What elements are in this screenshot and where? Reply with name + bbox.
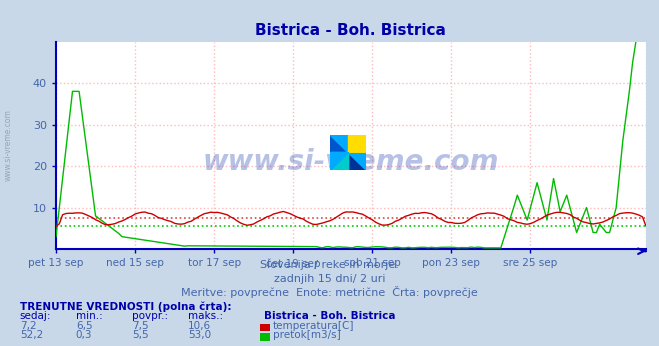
Text: 7,2: 7,2 <box>20 321 36 331</box>
Text: pretok[m3/s]: pretok[m3/s] <box>273 330 341 340</box>
Text: povpr.:: povpr.: <box>132 311 168 321</box>
Text: maks.:: maks.: <box>188 311 223 321</box>
Text: Slovenija / reke in morje.: Slovenija / reke in morje. <box>260 260 399 270</box>
Polygon shape <box>348 135 366 152</box>
Text: 52,2: 52,2 <box>20 330 43 340</box>
Text: temperatura[C]: temperatura[C] <box>273 321 355 331</box>
Text: Meritve: povprečne  Enote: metrične  Črta: povprečje: Meritve: povprečne Enote: metrične Črta:… <box>181 286 478 298</box>
Text: min.:: min.: <box>76 311 103 321</box>
Text: 6,5: 6,5 <box>76 321 92 331</box>
Text: www.si-vreme.com: www.si-vreme.com <box>3 109 13 181</box>
Text: 0,3: 0,3 <box>76 330 92 340</box>
Text: zadnjih 15 dni/ 2 uri: zadnjih 15 dni/ 2 uri <box>273 274 386 284</box>
Bar <box>348 135 366 152</box>
Polygon shape <box>348 135 366 152</box>
Polygon shape <box>330 152 348 170</box>
Polygon shape <box>330 152 348 170</box>
Text: www.si-vreme.com: www.si-vreme.com <box>203 148 499 176</box>
Bar <box>330 152 348 170</box>
Text: TRENUTNE VREDNOSTI (polna črta):: TRENUTNE VREDNOSTI (polna črta): <box>20 301 231 312</box>
Text: 10,6: 10,6 <box>188 321 211 331</box>
Polygon shape <box>330 135 366 170</box>
Polygon shape <box>330 135 366 170</box>
Text: 53,0: 53,0 <box>188 330 211 340</box>
Text: 5,5: 5,5 <box>132 330 148 340</box>
Title: Bistrica - Boh. Bistrica: Bistrica - Boh. Bistrica <box>256 22 446 38</box>
Text: sedaj:: sedaj: <box>20 311 51 321</box>
Text: Bistrica - Boh. Bistrica: Bistrica - Boh. Bistrica <box>264 311 395 321</box>
Text: 7,5: 7,5 <box>132 321 148 331</box>
